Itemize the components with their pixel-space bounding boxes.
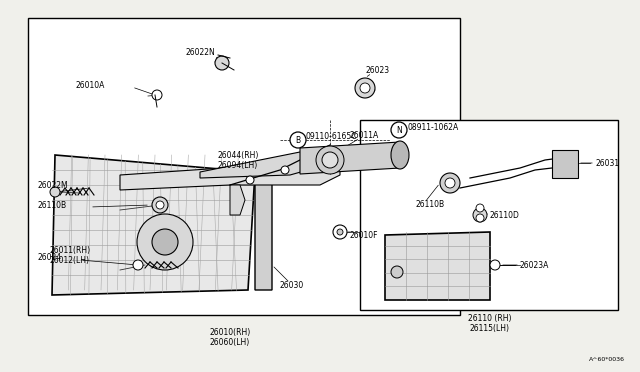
Polygon shape bbox=[255, 162, 272, 290]
Text: 26011A: 26011A bbox=[350, 131, 380, 140]
Circle shape bbox=[473, 208, 487, 222]
Polygon shape bbox=[120, 160, 340, 190]
Text: 26010(RH): 26010(RH) bbox=[209, 328, 251, 337]
Polygon shape bbox=[52, 155, 255, 295]
Circle shape bbox=[215, 56, 229, 70]
Circle shape bbox=[152, 90, 162, 100]
Bar bbox=[28, 18, 460, 315]
Circle shape bbox=[476, 204, 484, 212]
Circle shape bbox=[360, 83, 370, 93]
Polygon shape bbox=[230, 185, 245, 215]
Text: 26012(LH): 26012(LH) bbox=[50, 256, 90, 264]
Ellipse shape bbox=[391, 141, 409, 169]
Text: 26044(RH): 26044(RH) bbox=[218, 151, 259, 160]
Circle shape bbox=[133, 260, 143, 270]
Text: 26024: 26024 bbox=[37, 253, 61, 262]
Circle shape bbox=[440, 173, 460, 193]
Circle shape bbox=[152, 229, 178, 255]
Text: 26022M: 26022M bbox=[37, 180, 68, 189]
Circle shape bbox=[337, 229, 343, 235]
Circle shape bbox=[355, 78, 375, 98]
Text: N: N bbox=[396, 125, 402, 135]
Circle shape bbox=[391, 122, 407, 138]
Circle shape bbox=[333, 225, 347, 239]
Text: 26011(RH): 26011(RH) bbox=[50, 246, 91, 254]
Circle shape bbox=[290, 132, 306, 148]
Circle shape bbox=[152, 197, 168, 213]
Polygon shape bbox=[385, 232, 490, 300]
Text: B: B bbox=[296, 135, 301, 144]
Polygon shape bbox=[300, 142, 400, 174]
Text: A^60*0036: A^60*0036 bbox=[589, 357, 625, 362]
Text: 26094(LH): 26094(LH) bbox=[218, 160, 259, 170]
Circle shape bbox=[391, 266, 403, 278]
Bar bbox=[360, 120, 618, 310]
Text: 26030: 26030 bbox=[280, 280, 304, 289]
Text: 26023: 26023 bbox=[365, 65, 389, 74]
Polygon shape bbox=[200, 150, 320, 178]
Polygon shape bbox=[552, 150, 578, 178]
Text: 26022N: 26022N bbox=[185, 48, 215, 57]
Text: 26110 (RH): 26110 (RH) bbox=[468, 314, 512, 323]
Circle shape bbox=[316, 146, 344, 174]
Text: 09110-6165C: 09110-6165C bbox=[306, 131, 358, 141]
Text: 26010A: 26010A bbox=[75, 80, 104, 90]
Text: 26023A: 26023A bbox=[520, 260, 549, 269]
Text: 08911-1062A: 08911-1062A bbox=[408, 122, 460, 131]
Circle shape bbox=[281, 166, 289, 174]
Circle shape bbox=[156, 201, 164, 209]
Circle shape bbox=[137, 214, 193, 270]
Text: 26110D: 26110D bbox=[490, 211, 520, 219]
Text: 26060(LH): 26060(LH) bbox=[210, 339, 250, 347]
Text: 26110B: 26110B bbox=[415, 199, 444, 208]
Circle shape bbox=[476, 214, 484, 222]
Text: 26031: 26031 bbox=[595, 158, 619, 167]
Circle shape bbox=[50, 187, 60, 197]
Circle shape bbox=[246, 176, 254, 184]
Circle shape bbox=[445, 178, 455, 188]
Circle shape bbox=[490, 260, 500, 270]
Circle shape bbox=[322, 152, 338, 168]
Text: 26110B: 26110B bbox=[37, 201, 66, 209]
Text: 26010F: 26010F bbox=[350, 231, 378, 240]
Text: 26115(LH): 26115(LH) bbox=[470, 324, 510, 333]
